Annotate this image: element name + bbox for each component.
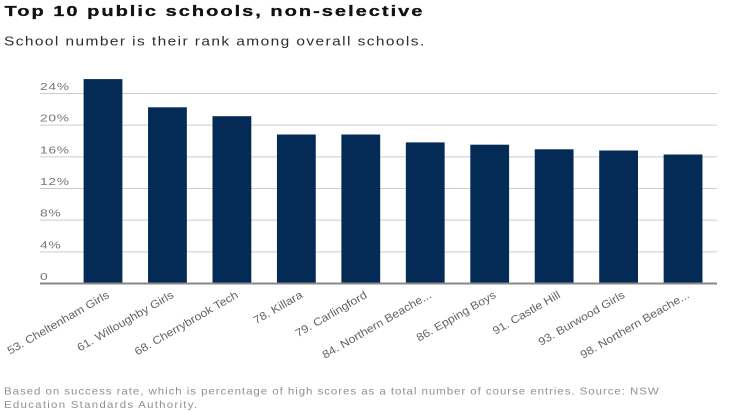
svg-text:20%: 20% [40,113,70,125]
svg-text:Education Standards Authority.: Education Standards Authority. [4,400,198,411]
svg-text:16%: 16% [40,144,70,156]
svg-text:0: 0 [40,271,48,283]
svg-text:12%: 12% [40,176,70,188]
svg-text:4%: 4% [40,239,61,251]
svg-text:8%: 8% [40,208,61,220]
svg-text:School number is their rank am: School number is their rank among overal… [4,34,426,49]
svg-text:Based on success rate, which i: Based on success rate, which is percenta… [4,386,660,397]
svg-text:24%: 24% [40,81,70,93]
svg-text:Top 10 public schools, non-sel: Top 10 public schools, non-selective [5,3,425,20]
